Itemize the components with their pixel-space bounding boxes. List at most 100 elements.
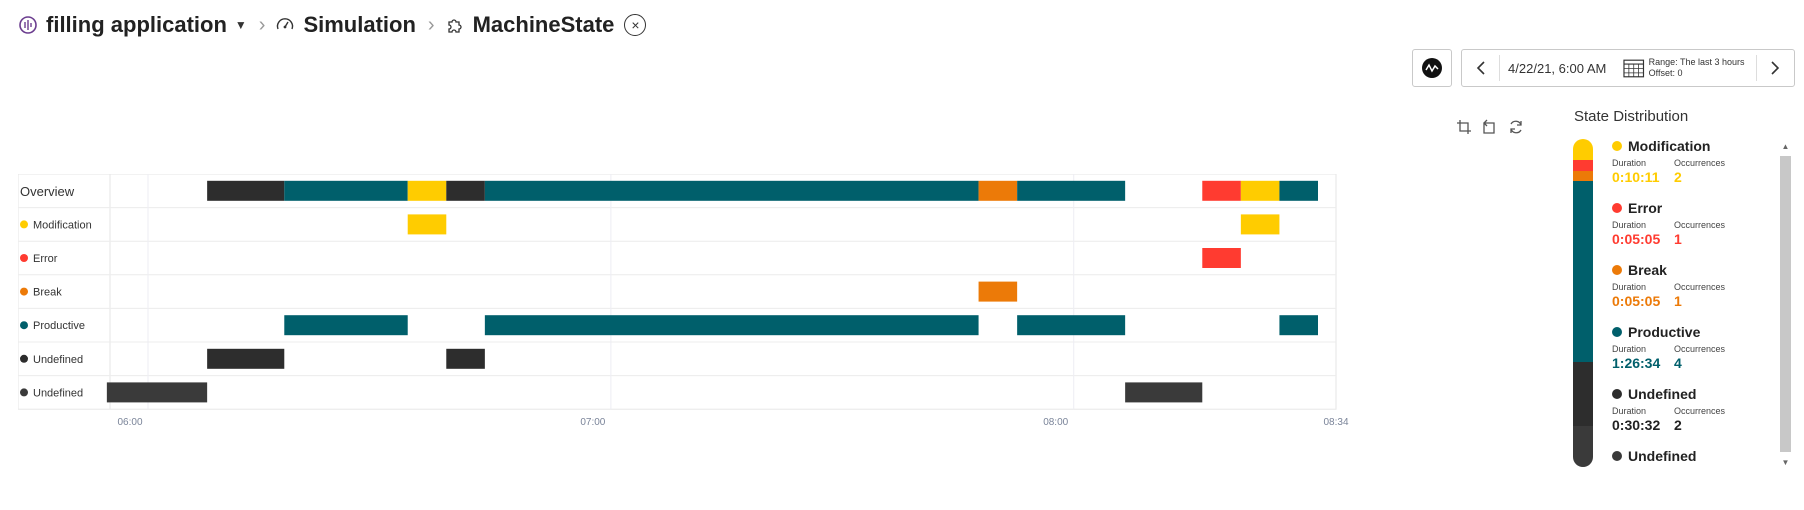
duration-value: 0:10:11 (1612, 169, 1660, 185)
overview-segment (1240, 180, 1280, 201)
time-picker-date[interactable]: 4/22/21, 6:00 AM (1508, 60, 1607, 76)
divider (1755, 55, 1757, 81)
timeline-chart: Overview Modification Error Break Productive… (18, 174, 1349, 428)
state-segment (106, 382, 208, 403)
scroll-down-icon[interactable]: ▼ (1781, 457, 1790, 467)
distribution-item: Error Duration Occurrences 0:05:05 1 (1612, 200, 1772, 262)
occurrences-label: Occurrences (1674, 220, 1726, 230)
duration-value: 0:05:05 (1612, 293, 1661, 309)
scroll-thumb[interactable] (1780, 156, 1791, 452)
distribution-item-name: Productive (1612, 324, 1772, 340)
state-dot (1612, 203, 1622, 213)
row-dot (20, 254, 28, 262)
x-tick-label: 07:00 (580, 417, 605, 428)
distribution-list: Modification Duration Occurrences 0:10:11 2 E… (1612, 138, 1772, 510)
distribution-item-name: Error (1612, 200, 1772, 216)
row-label-overview: Overview (20, 184, 75, 199)
distribution-item: Productive Duration Occurrences 1:26:34 4 (1612, 324, 1772, 386)
crop-icon[interactable] (1455, 118, 1473, 136)
distribution-bar-segment (1573, 181, 1593, 362)
time-range-picker: 4/22/21, 6:00 AM Range: The last 3 hours… (1461, 49, 1795, 87)
breadcrumb-app[interactable]: filling application ▼ (18, 12, 247, 38)
app-icon (19, 16, 37, 34)
next-range-button[interactable] (1757, 50, 1794, 86)
breadcrumb-app-label: filling application (46, 12, 227, 37)
state-segment (1279, 315, 1318, 336)
chevron-right-icon (1771, 61, 1780, 75)
overview-segment (484, 180, 979, 201)
x-tick-label: 08:00 (1043, 417, 1068, 428)
state-dot (1612, 451, 1622, 461)
distribution-item-name: Modification (1612, 138, 1772, 154)
state-segment (284, 315, 408, 336)
state-segment (1017, 315, 1126, 336)
state-dot (1612, 389, 1622, 399)
time-picker-range[interactable]: Range: The last 3 hours Offset: 0 (1649, 57, 1756, 79)
chevron-left-icon (1476, 61, 1485, 75)
x-tick-label: 06:00 (117, 417, 142, 428)
zoom-reset-icon[interactable] (1481, 118, 1499, 136)
occurrences-label: Occurrences (1674, 344, 1726, 354)
calendar-icon[interactable] (1623, 58, 1645, 78)
distribution-bar-segment (1573, 425, 1593, 467)
overview-segment (1202, 180, 1241, 201)
distribution-bar-segment (1573, 139, 1593, 161)
refresh-icon[interactable] (1507, 118, 1525, 136)
distribution-item-name: Break (1612, 262, 1772, 278)
gauge-icon (277, 18, 294, 30)
live-mode-button[interactable] (1412, 49, 1452, 87)
breadcrumb-machine-state-label: MachineState (472, 12, 615, 37)
distribution-scrollbar[interactable]: ▲ ▼ (1779, 140, 1792, 468)
state-segment (446, 348, 485, 369)
offset-text: Offset: 0 (1648, 68, 1683, 78)
state-dot (1612, 141, 1622, 151)
distribution-item: Break Duration Occurrences 0:05:05 1 (1612, 262, 1772, 324)
distribution-item-name: Undefined (1612, 448, 1772, 464)
row-label: Undefined (33, 387, 83, 399)
overview-segment (407, 180, 447, 201)
distribution-bar-segment (1573, 160, 1593, 171)
row-dot (20, 321, 28, 330)
overview-segment (978, 180, 1018, 201)
occurrences-value: 2 (1674, 417, 1682, 433)
row-label: Undefined (33, 354, 83, 366)
scroll-up-icon[interactable]: ▲ (1781, 141, 1790, 151)
previous-range-button[interactable] (1462, 50, 1499, 86)
occurrences-value: 1 (1674, 293, 1682, 309)
occurrences-label: Occurrences (1674, 158, 1726, 168)
divider (1499, 55, 1501, 81)
state-segment (407, 214, 447, 235)
row-dot (20, 354, 28, 363)
close-icon[interactable]: × (624, 14, 647, 36)
chevron-right-icon: › (258, 13, 266, 36)
distribution-bar-segment (1573, 170, 1593, 182)
breadcrumb: filling application ▼ › Simulation › Mac… (18, 8, 647, 42)
row-label: Productive (33, 320, 85, 332)
duration-value: 1:26:34 (1612, 355, 1661, 371)
distribution-item-name: Undefined (1612, 386, 1772, 402)
chart-frame (18, 174, 1337, 410)
duration-label: Duration (1612, 158, 1647, 168)
state-dot (1612, 327, 1622, 337)
row-dot (20, 220, 28, 229)
occurrences-label: Occurrences (1674, 282, 1726, 292)
distribution-item: Undefined (1612, 448, 1772, 510)
duration-value: 0:30:32 (1612, 417, 1661, 433)
range-text: Range: The last 3 hours (1648, 57, 1745, 67)
overview-segment (1279, 180, 1318, 201)
state-dot (1612, 265, 1622, 275)
duration-label: Duration (1612, 344, 1647, 354)
live-chart-icon (1422, 58, 1442, 78)
row-label: Modification (33, 219, 92, 231)
duration-label: Duration (1612, 282, 1647, 292)
occurrences-value: 4 (1674, 355, 1682, 371)
breadcrumb-simulation-label: Simulation (303, 12, 416, 37)
overview-segment (207, 180, 285, 201)
overview-segment (284, 180, 408, 201)
caret-down-icon[interactable]: ▼ (234, 18, 247, 32)
breadcrumb-simulation[interactable]: Simulation (275, 12, 416, 38)
row-label: Error (33, 253, 58, 265)
state-segment (978, 281, 1018, 302)
row-dot (20, 388, 28, 397)
state-segment (484, 315, 979, 336)
